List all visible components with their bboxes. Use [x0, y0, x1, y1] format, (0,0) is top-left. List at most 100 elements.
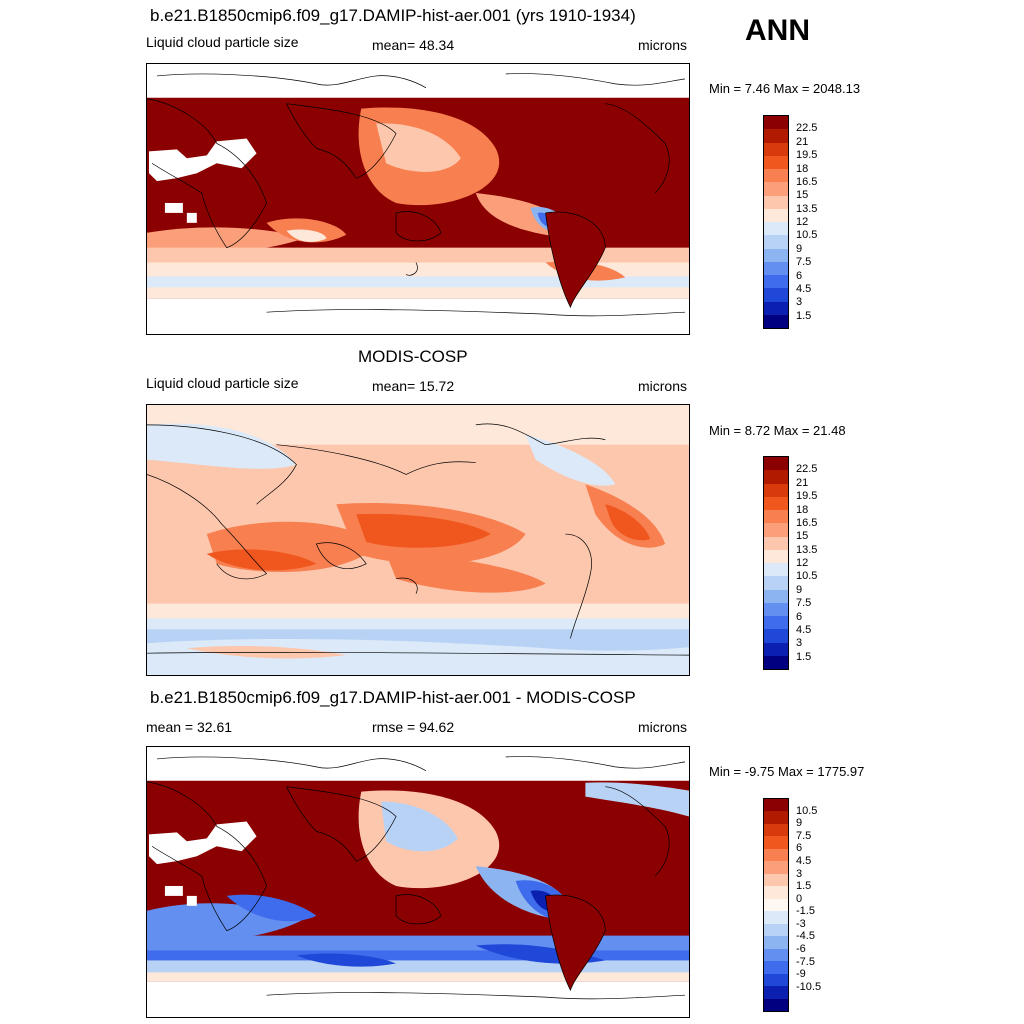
colorbar-tick: 3: [796, 637, 803, 650]
colorbar-swatch: [764, 911, 788, 924]
colorbar-swatch: [764, 642, 788, 656]
colorbar-swatch: [764, 616, 788, 630]
colorbar-swatch: [764, 973, 788, 987]
panel-1-units-label: microns: [638, 37, 688, 53]
panel-1-variable-label: Liquid cloud particle size: [146, 34, 299, 50]
season-label: ANN: [745, 14, 810, 47]
colorbar-swatch: [764, 457, 788, 471]
colorbar-swatch: [764, 288, 788, 302]
colorbar-tick: 15: [796, 530, 809, 543]
colorbar-swatch: [764, 129, 788, 143]
colorbar-swatch: [764, 998, 788, 1011]
panel-3-map: [146, 746, 690, 1018]
colorbar-swatch: [764, 936, 788, 949]
colorbar-swatch: [764, 496, 788, 510]
panel-2-units-label: microns: [638, 378, 688, 394]
colorbar-tick: -7.5: [796, 955, 815, 968]
colorbar-swatch: [764, 629, 788, 643]
colorbar-swatch: [764, 886, 788, 899]
colorbar-swatch: [764, 589, 788, 603]
panel-1-title: b.e21.B1850cmip6.f09_g17.DAMIP-hist-aer.…: [150, 6, 636, 25]
colorbar-tick: 6: [796, 610, 803, 623]
panel-1-map: [146, 63, 690, 335]
colorbar-tick: 21: [796, 135, 809, 148]
panel-3-map-plot: [147, 756, 689, 1000]
colorbar-swatch: [764, 602, 788, 616]
panel-1-minmax-label: Min = 7.46 Max = 2048.13: [709, 81, 861, 96]
colorbar-swatch: [764, 301, 788, 315]
panel-2-title: MODIS-COSP: [358, 347, 468, 366]
panel-2-mean-label: mean= 15.72: [372, 378, 455, 394]
colorbar-tick: 22.5: [796, 122, 818, 135]
colorbar-tick: 6: [796, 842, 803, 855]
colorbar-swatch: [764, 986, 788, 999]
colorbar-swatch: [764, 155, 788, 169]
colorbar-tick: 1.5: [796, 309, 812, 322]
colorbar-tick: -1.5: [796, 905, 815, 918]
panel-3-colorbar: [763, 798, 789, 1012]
colorbar-tick: 4.5: [796, 623, 812, 636]
colorbar-swatch: [764, 261, 788, 275]
panel-3-rmse-label: rmse = 94.62: [372, 719, 455, 735]
colorbar-tick: -6: [796, 943, 806, 956]
colorbar-swatch: [764, 873, 788, 887]
panel-3-mean-label: mean = 32.61: [146, 719, 233, 735]
colorbar-tick: 18: [796, 162, 809, 175]
panel-2-map-plot: [147, 405, 689, 675]
colorbar-tick: 13.5: [796, 202, 818, 215]
colorbar-tick: 18: [796, 503, 809, 516]
panel-1-colorbar: [763, 115, 789, 329]
colorbar-tick: 10.5: [796, 570, 818, 583]
colorbar-tick: 9: [796, 242, 803, 255]
colorbar-tick: 3: [796, 867, 803, 880]
panel-3-minmax-label: Min = -9.75 Max = 1775.97: [709, 764, 865, 779]
colorbar-tick: 15: [796, 189, 809, 202]
colorbar-tick: 19.5: [796, 149, 818, 162]
colorbar-swatch: [764, 948, 788, 962]
colorbar-swatch: [764, 848, 788, 862]
colorbar-tick: 7.5: [796, 597, 812, 610]
panel-1-mean-label: mean= 48.34: [372, 37, 455, 53]
panel-3-title: b.e21.B1850cmip6.f09_g17.DAMIP-hist-aer.…: [150, 688, 636, 707]
colorbar-tick: 12: [796, 216, 809, 228]
colorbar-tick: 9: [796, 583, 803, 596]
colorbar-tick: 6: [796, 269, 803, 282]
colorbar-tick: 10.5: [796, 229, 818, 242]
panel-1-map-plot: [147, 73, 689, 317]
colorbar-swatch: [764, 836, 788, 849]
colorbar-tick: -4.5: [796, 930, 815, 943]
colorbar-tick: 16.5: [796, 516, 818, 529]
colorbar-tick: 4.5: [796, 282, 812, 295]
colorbar-swatch: [764, 275, 788, 289]
colorbar-swatch: [764, 655, 788, 669]
colorbar-swatch: [764, 182, 788, 196]
colorbar-tick: 22.5: [796, 463, 818, 476]
colorbar-tick: 7.5: [796, 256, 812, 269]
colorbar-tick: 10.5: [796, 804, 818, 817]
colorbar-tick: 13.5: [796, 543, 818, 556]
colorbar-swatch: [764, 235, 788, 249]
colorbar-tick: 1.5: [796, 650, 812, 663]
colorbar-tick: 21: [796, 476, 809, 489]
colorbar-swatch: [764, 823, 788, 837]
colorbar-swatch: [764, 248, 788, 262]
colorbar-tick: 9: [796, 817, 803, 830]
colorbar-swatch: [764, 470, 788, 484]
colorbar-tick: 4.5: [796, 854, 812, 867]
panel-2-minmax-label: Min = 8.72 Max = 21.48: [709, 423, 846, 438]
colorbar-swatch: [764, 510, 788, 524]
colorbar-swatch: [764, 142, 788, 156]
colorbar-swatch: [764, 898, 788, 912]
colorbar-swatch: [764, 116, 788, 130]
colorbar-swatch: [764, 195, 788, 209]
colorbar-swatch: [764, 523, 788, 537]
colorbar-tick: 12: [796, 557, 809, 569]
colorbar-swatch: [764, 961, 788, 974]
colorbar-tick: 1.5: [796, 880, 812, 893]
panel-3-units-label: microns: [638, 719, 688, 735]
panel-2-colorbar: [763, 456, 789, 670]
colorbar-swatch: [764, 536, 788, 550]
colorbar-swatch: [764, 799, 788, 812]
colorbar-tick: -10.5: [796, 980, 822, 993]
colorbar-tick: -3: [796, 917, 806, 930]
